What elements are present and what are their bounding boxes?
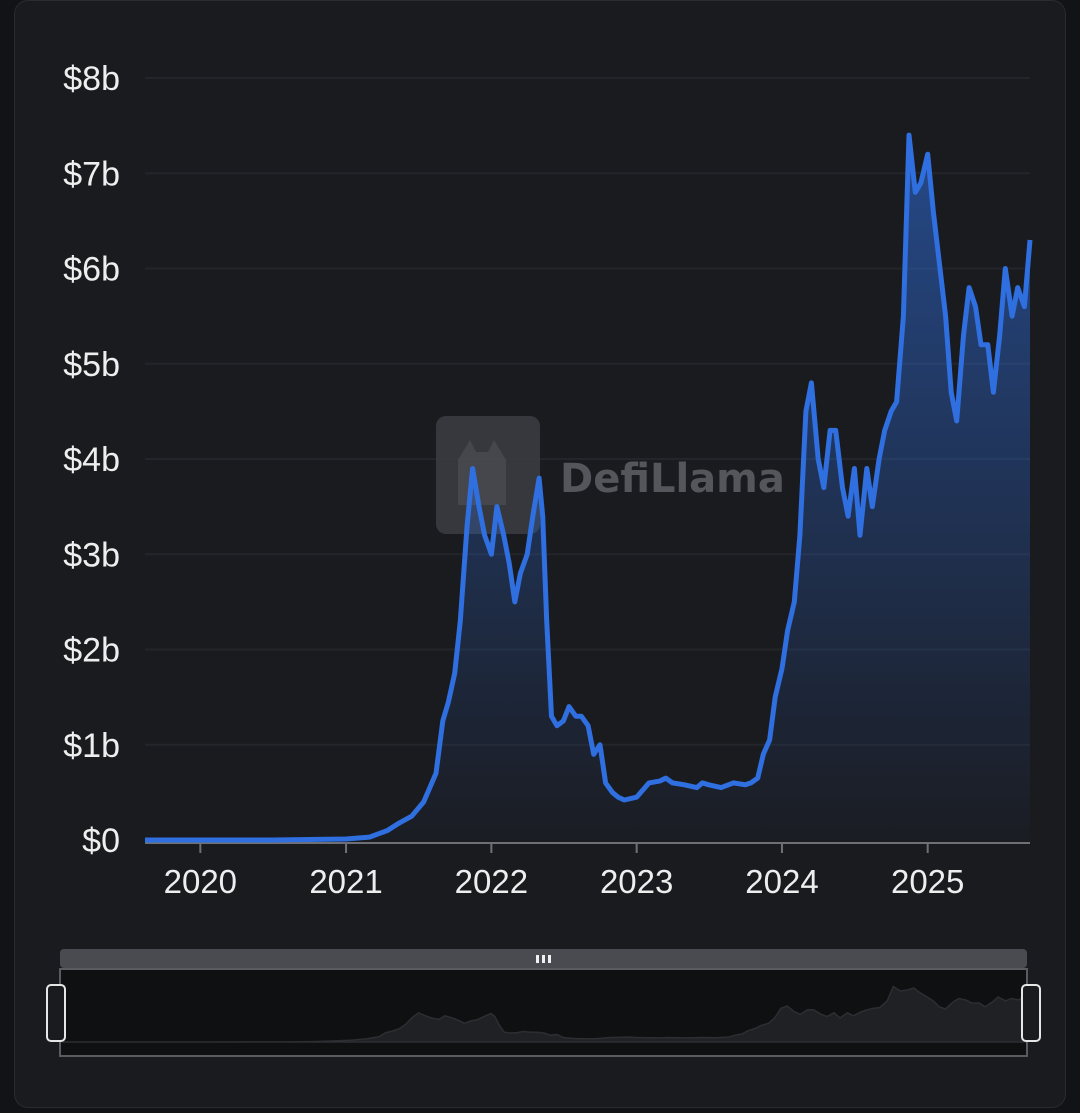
series-line [145,132,1033,843]
y-tick-label: $2b [63,632,120,670]
x-tick-label: 2022 [455,863,528,900]
range-handle-left[interactable] [46,984,66,1042]
y-tick-label: $7b [63,155,120,193]
y-axis: $0 $1b $2b $3b $4b $5b $6b $7b $8b [63,60,120,860]
x-axis: 2020 2021 2022 2023 2024 2025 [145,842,1030,900]
range-preview-area [62,985,1026,1043]
x-tick-label: 2020 [164,863,237,900]
y-tick-label: $4b [63,441,120,479]
defillama-watermark: DefiLlama [436,416,785,534]
y-tick-label: $6b [63,251,120,289]
x-tick-label: 2021 [309,863,382,900]
y-tick-label: $0 [82,822,120,860]
drag-grip-icon [536,955,551,963]
y-tick-label: $5b [63,346,120,384]
x-tick-label: 2025 [891,863,964,900]
watermark-text: DefiLlama [560,456,785,502]
x-tick-label: 2023 [600,863,673,900]
range-selector[interactable] [46,949,1041,1057]
y-tick-label: $3b [63,536,120,574]
y-tick-label: $1b [63,727,120,765]
x-tick-label: 2024 [745,863,818,900]
series-area [145,135,1030,841]
y-tick-label: $8b [63,60,120,98]
range-handle-right[interactable] [1021,984,1041,1042]
